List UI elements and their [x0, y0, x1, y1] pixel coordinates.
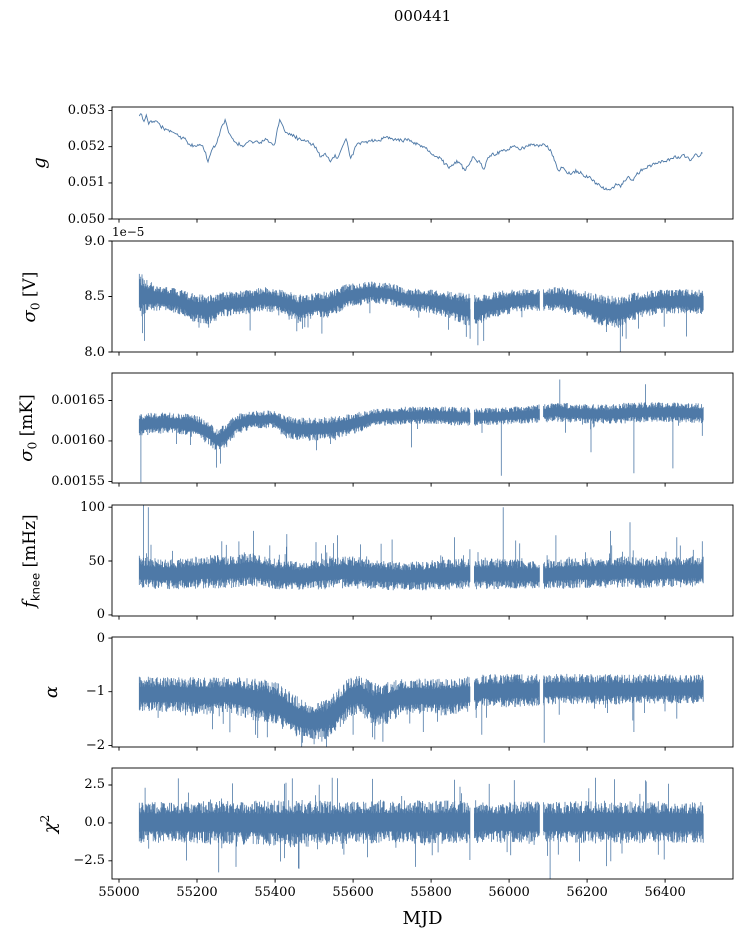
ytick-label-gain: 0.050 [67, 211, 105, 227]
ytick-label-alpha: −1 [85, 684, 105, 700]
panel-fknee [108, 504, 734, 620]
noise-band [138, 777, 704, 879]
ytick-label-fknee: 0 [96, 607, 105, 623]
ytick-label-fknee: 50 [88, 553, 105, 569]
ytick-label-sigma0-mK: 0.00160 [51, 433, 105, 449]
panel-gain [108, 106, 734, 223]
xtick-label: 55600 [332, 885, 374, 900]
y-axis-label-chi2: χ2 [38, 814, 61, 833]
axes-frame [111, 504, 734, 617]
axes-frame [111, 372, 734, 484]
ytick-label-sigma0-volts: 8.5 [84, 289, 105, 304]
noise-band [138, 379, 704, 483]
ytick-label-alpha: −2 [85, 737, 105, 753]
series-line [138, 113, 703, 191]
noise-band [138, 273, 704, 352]
xtick-label: 55200 [176, 885, 218, 900]
tick-marks [108, 240, 666, 356]
tick-marks [108, 637, 666, 751]
axes-frame [111, 106, 734, 220]
xtick-label: 55000 [98, 885, 140, 900]
ytick-label-chi2: 2.5 [84, 777, 105, 793]
ytick-label-sigma0-mK: 0.00155 [51, 473, 105, 489]
ytick-label-gain: 0.053 [67, 103, 105, 119]
ytick-label-chi2: −2.5 [73, 853, 105, 869]
axes-frame [111, 767, 734, 880]
ytick-label-sigma0-volts: 9.0 [84, 233, 105, 249]
panel-alpha [108, 636, 734, 751]
xtick-label: 56000 [488, 885, 530, 900]
xtick-label: 55400 [254, 885, 296, 900]
ytick-label-chi2: 0.0 [84, 815, 105, 831]
ytick-label-gain: 0.052 [67, 139, 105, 155]
tick-marks [108, 110, 666, 223]
panel-sigma0-mK [108, 372, 734, 487]
panel-sigma0-volts [108, 240, 734, 356]
ytick-label-gain: 0.051 [67, 175, 105, 191]
panel-chi2 [108, 767, 734, 883]
tick-marks [108, 400, 666, 487]
ytick-label-fknee: 100 [80, 499, 105, 515]
xtick-label: 55800 [410, 885, 452, 900]
ytick-label-alpha: 0 [96, 630, 105, 646]
noise-band [138, 673, 704, 747]
offset-text-1e-5: 1e−5 [112, 225, 145, 239]
tick-marks [108, 506, 666, 620]
xtick-label: 56400 [644, 885, 686, 900]
y-axis-label-fknee: fknee [mHz] [19, 513, 43, 608]
noise-band [138, 505, 704, 591]
ytick-label-sigma0-mK: 0.00165 [51, 393, 105, 408]
tick-marks [108, 784, 666, 883]
plot-title: 000441 [393, 7, 452, 25]
xtick-label: 56200 [566, 885, 608, 900]
x-axis-label: MJD [402, 908, 443, 929]
ytick-label-sigma0-volts: 8.0 [84, 344, 105, 360]
